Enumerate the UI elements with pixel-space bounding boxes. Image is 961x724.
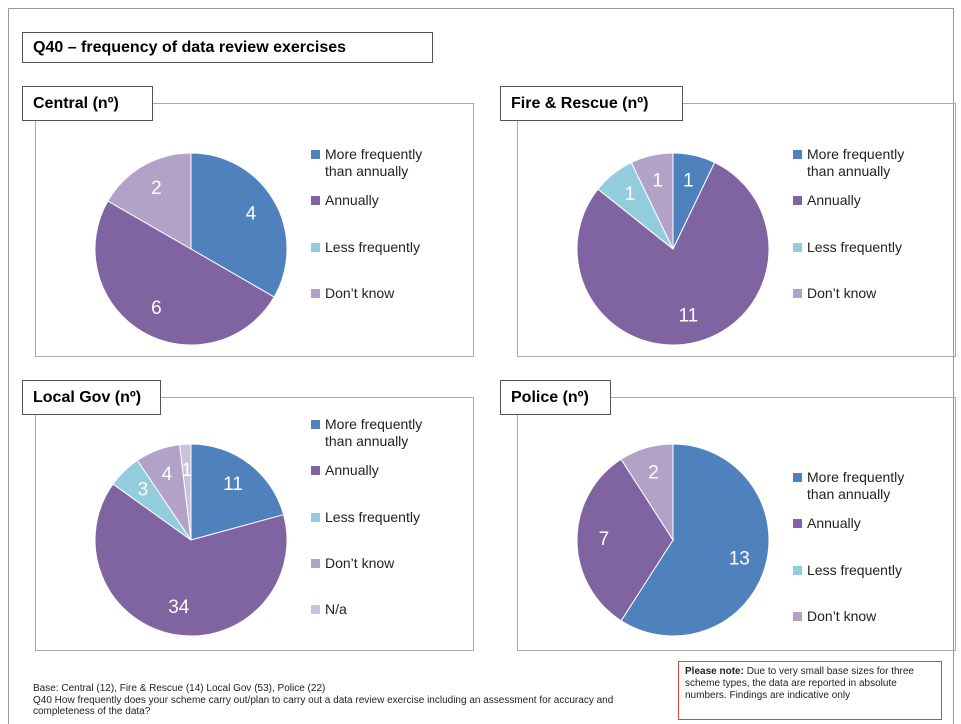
slide-title: Q40 – frequency of data review exercises [22,32,433,63]
legend-label: More frequently than annually [325,146,423,179]
legend-label: Don’t know [325,285,395,301]
data-label: 3 [138,479,149,500]
chart-frame [35,397,474,651]
legend-item: Don’t know [311,285,450,302]
legend-swatch [793,243,802,252]
pie-slice [576,161,770,346]
data-label: 11 [223,474,243,495]
footnote: Q40 How frequently does your scheme carr… [33,695,614,717]
data-label: 1 [182,460,193,481]
legend-swatch [311,289,320,298]
legend-swatch [793,566,802,575]
legend-label: Less frequently [807,562,902,578]
legend-item: Less frequently [311,509,450,526]
legend-label: Don’t know [807,285,877,301]
data-label: 2 [151,178,162,199]
chart-title: Police (nº) [500,380,611,415]
legend-item: More frequently than annually [793,146,932,180]
pie-slice [620,443,674,542]
pie-slice [190,152,288,298]
data-label: 2 [648,463,659,484]
legend-label: Less frequently [807,239,902,255]
legend-swatch [793,612,802,621]
pie-slice [94,483,288,637]
chart-title: Local Gov (nº) [22,380,161,415]
legend-swatch [793,150,802,159]
note-box: Please note: Due to very small base size… [678,661,942,720]
data-label: 1 [625,184,636,205]
legend-item: Don’t know [793,285,932,302]
legend-item: More frequently than annually [311,416,450,450]
legend-item: Don’t know [311,555,450,572]
legend-item: N/a [311,601,450,618]
chart-title: Fire & Rescue (nº) [500,86,683,121]
legend-label: Annually [807,515,861,531]
legend-label: Annually [807,192,861,208]
slide-border [8,8,954,724]
legend-swatch [311,196,320,205]
data-label: 4 [162,464,173,485]
legend-swatch [311,466,320,475]
footnote: Base: Central (12), Fire & Rescue (14) L… [33,683,326,694]
chart-title: Central (nº) [22,86,153,121]
chart-frame [35,103,474,357]
pie-slice [94,200,275,346]
legend-item: Annually [311,462,450,479]
legend-swatch [311,559,320,568]
data-label: 7 [599,529,610,550]
legend-item: Less frequently [793,239,932,256]
legend-label: Less frequently [325,239,420,255]
data-label: 11 [679,305,699,326]
legend-swatch [311,150,320,159]
legend-swatch [793,473,802,482]
data-label: 6 [151,298,162,319]
legend-swatch [793,519,802,528]
data-label: 13 [729,548,750,569]
note-text: Due to very small base sizes for three s… [685,666,914,701]
legend-label: More frequently than annually [807,469,905,502]
legend-label: More frequently than annually [325,416,423,449]
legend-label: Don’t know [807,608,877,624]
legend-label: Annually [325,462,379,478]
pie-slice [620,443,770,637]
legend-label: N/a [325,601,347,617]
note-label: Please note: [685,666,744,677]
data-label: 4 [246,203,257,224]
legend-label: Annually [325,192,379,208]
legend-swatch [311,605,320,614]
legend-label: More frequently than annually [807,146,905,179]
legend-item: Annually [311,192,450,209]
data-label: 34 [168,597,190,618]
legend-item: Less frequently [793,562,932,579]
legend-swatch [793,196,802,205]
legend-label: Less frequently [325,509,420,525]
legend-item: Less frequently [311,239,450,256]
legend-item: Don’t know [793,608,932,625]
data-label: 1 [683,171,694,192]
legend-swatch [793,289,802,298]
legend-item: More frequently than annually [793,469,932,503]
pie-slice [179,443,192,541]
pie-slice [190,443,285,541]
chart-frame [517,103,956,357]
legend-item: Annually [793,192,932,209]
chart-frame [517,397,956,651]
pie: 13 7 2 [576,443,770,637]
pie-slice [630,152,674,250]
pie-slice [576,458,674,622]
legend-swatch [311,420,320,429]
legend-swatch [311,513,320,522]
data-label: 1 [652,171,663,192]
legend-item: Annually [793,515,932,532]
legend-swatch [311,243,320,252]
legend-item: More frequently than annually [311,146,450,180]
pie-slice [107,152,192,250]
pie: 4 6 2 [94,152,288,346]
legend-label: Don’t know [325,555,395,571]
